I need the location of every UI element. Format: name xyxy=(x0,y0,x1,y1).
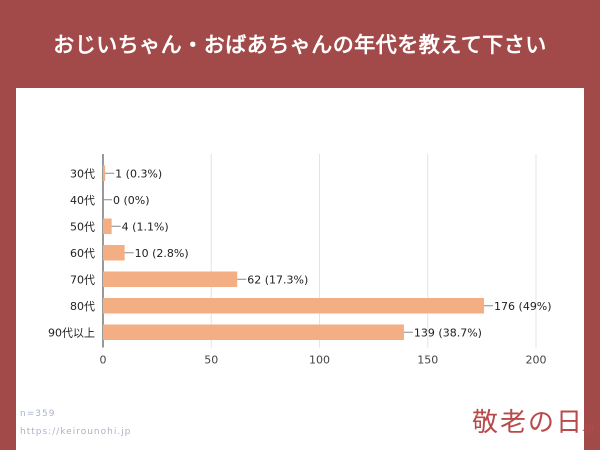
value-label: 139 (38.7%) xyxy=(414,326,482,339)
chart-panel: 0 50 100 150 200 30代 1 (0.3%) 40代 0 (0%) 50代 4 (1.… xyxy=(16,88,584,450)
value-label: 4 (1.1%) xyxy=(122,220,169,233)
bar xyxy=(103,324,404,340)
bar xyxy=(103,218,112,234)
bar xyxy=(103,298,485,314)
category-label: 40代 xyxy=(70,194,95,207)
value-label: 1 (0.3%) xyxy=(115,167,162,180)
bar xyxy=(103,271,238,287)
brand-logo: 敬老の日 .jp xyxy=(472,400,594,440)
bar xyxy=(103,165,106,181)
brand-logo-text: 敬老の日 xyxy=(472,408,585,438)
bar xyxy=(103,245,125,261)
category-label: 50代 xyxy=(70,220,95,233)
category-label: 70代 xyxy=(70,273,95,286)
header-banner: おじいちゃん・おばあちゃんの年代を教えて下さい xyxy=(0,0,600,88)
bar-chart: 0 50 100 150 200 30代 1 (0.3%) 40代 0 (0%) 50代 4 (1.… xyxy=(48,154,552,367)
x-tick-label: 200 xyxy=(526,354,547,367)
footer-info: n=359 https://keirounohi.jp xyxy=(20,405,131,441)
page-title: おじいちゃん・おばあちゃんの年代を教えて下さい xyxy=(53,33,547,57)
value-label: 10 (2.8%) xyxy=(135,247,189,260)
category-label: 90代以上 xyxy=(48,326,95,339)
value-label: 0 (0%) xyxy=(113,194,150,207)
brand-logo-suffix: .jp xyxy=(581,423,594,434)
category-label: 80代 xyxy=(70,300,95,313)
x-tick-label: 50 xyxy=(204,354,218,367)
source-url: https://keirounohi.jp xyxy=(20,427,132,437)
value-label: 176 (49%) xyxy=(494,300,552,313)
category-label: 60代 xyxy=(70,247,95,260)
x-tick-label: 0 xyxy=(100,354,107,367)
x-tick-label: 100 xyxy=(309,354,330,367)
x-tick-label: 150 xyxy=(417,354,438,367)
sample-size: n=359 xyxy=(20,409,56,419)
value-label: 62 (17.3%) xyxy=(247,273,308,286)
category-label: 30代 xyxy=(70,167,95,180)
